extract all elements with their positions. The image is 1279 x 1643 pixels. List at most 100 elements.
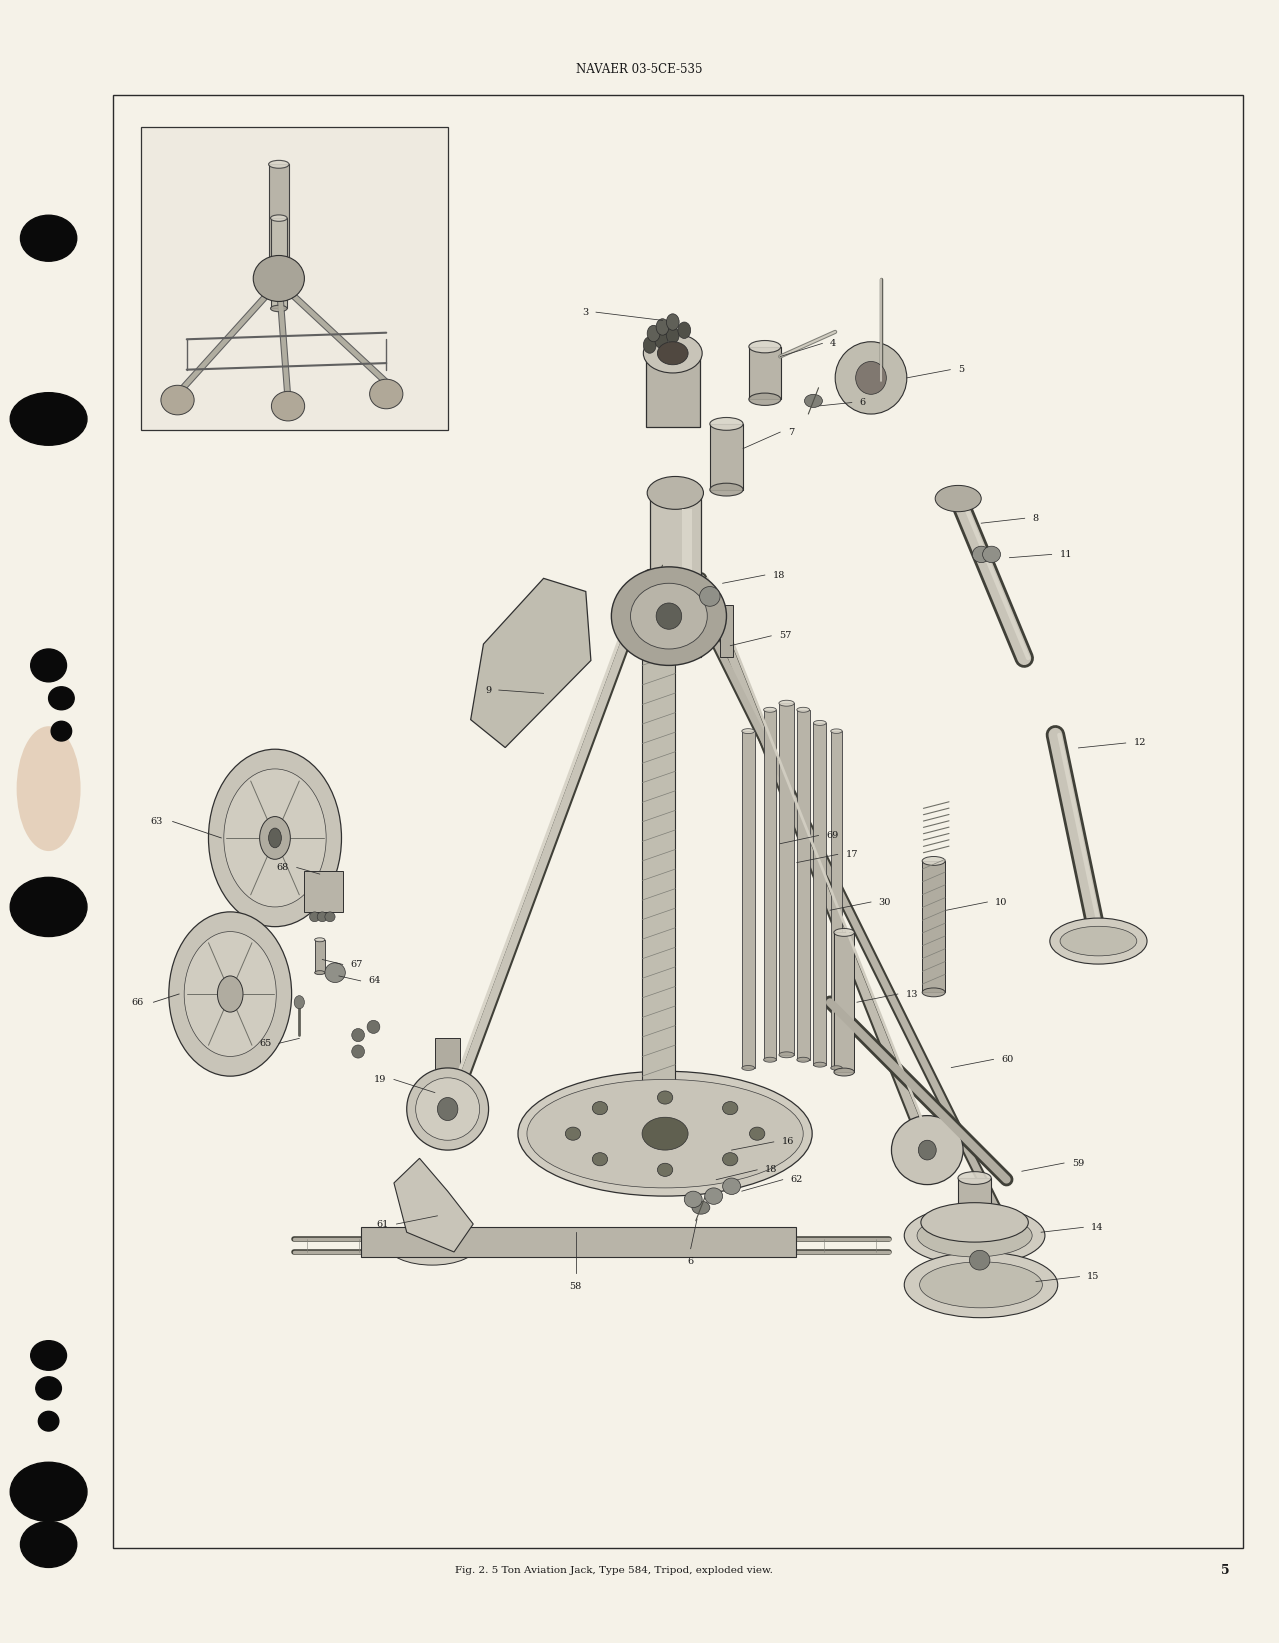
FancyBboxPatch shape [831,731,842,1068]
Ellipse shape [315,971,325,974]
Ellipse shape [657,1091,673,1104]
Ellipse shape [317,912,327,922]
Ellipse shape [370,380,403,409]
Text: 60: 60 [1001,1055,1013,1065]
Ellipse shape [315,938,325,941]
Text: Fig. 2. 5 Ton Aviation Jack, Type 584, Tripod, exploded view.: Fig. 2. 5 Ton Aviation Jack, Type 584, T… [455,1566,773,1576]
Ellipse shape [518,1071,812,1196]
FancyBboxPatch shape [813,723,826,1065]
Ellipse shape [49,687,74,710]
Ellipse shape [656,319,669,335]
Ellipse shape [764,706,776,713]
Text: 18: 18 [773,570,785,580]
Ellipse shape [407,1068,489,1150]
Text: 67: 67 [350,960,363,969]
FancyBboxPatch shape [315,940,325,973]
Ellipse shape [184,932,276,1056]
Ellipse shape [640,636,678,662]
FancyBboxPatch shape [779,703,794,1055]
Ellipse shape [779,700,794,706]
Text: 5: 5 [1221,1564,1229,1577]
Ellipse shape [51,721,72,741]
Ellipse shape [657,1163,673,1176]
Ellipse shape [813,720,826,726]
Ellipse shape [269,268,289,274]
Ellipse shape [710,417,743,430]
Ellipse shape [656,603,682,629]
Text: 5: 5 [958,365,964,375]
Ellipse shape [834,928,854,937]
Ellipse shape [294,996,304,1009]
Text: 18: 18 [765,1165,778,1175]
Ellipse shape [10,1462,87,1521]
Ellipse shape [269,161,289,168]
Ellipse shape [611,567,726,665]
Ellipse shape [749,1127,765,1140]
Ellipse shape [655,332,668,348]
Ellipse shape [325,912,335,922]
Text: 7: 7 [788,427,794,437]
FancyBboxPatch shape [834,932,854,1071]
FancyBboxPatch shape [742,731,755,1068]
Ellipse shape [920,1262,1042,1308]
Text: 30: 30 [879,897,891,907]
Text: 57: 57 [779,631,792,641]
Text: 6: 6 [688,1257,693,1267]
FancyBboxPatch shape [748,347,780,399]
Text: 65: 65 [258,1038,271,1048]
Ellipse shape [31,1341,67,1370]
Ellipse shape [643,334,702,373]
Ellipse shape [917,1214,1032,1257]
FancyBboxPatch shape [141,127,448,430]
Ellipse shape [352,1029,365,1042]
Ellipse shape [647,325,660,342]
FancyBboxPatch shape [720,605,733,657]
Ellipse shape [666,327,679,343]
Ellipse shape [969,1250,990,1270]
Ellipse shape [705,1188,723,1204]
Ellipse shape [723,1153,738,1167]
Ellipse shape [982,545,1000,562]
Text: 15: 15 [1087,1272,1100,1282]
Ellipse shape [831,729,842,733]
FancyBboxPatch shape [710,424,743,490]
Text: 13: 13 [906,989,918,999]
Text: 3: 3 [582,307,588,317]
Ellipse shape [643,337,656,353]
Polygon shape [471,578,591,748]
Ellipse shape [416,1078,480,1140]
Ellipse shape [367,1020,380,1033]
Polygon shape [394,1158,473,1252]
Text: 68: 68 [276,863,289,872]
FancyBboxPatch shape [435,1038,460,1079]
Ellipse shape [834,1068,854,1076]
Text: 14: 14 [1091,1222,1104,1232]
Ellipse shape [700,587,720,606]
Text: 8: 8 [1032,514,1039,522]
Text: 59: 59 [1072,1158,1085,1168]
Ellipse shape [972,545,990,562]
Ellipse shape [804,394,822,407]
Text: 66: 66 [130,997,143,1007]
Ellipse shape [648,572,666,585]
Ellipse shape [813,1061,826,1068]
Ellipse shape [891,1116,963,1185]
Ellipse shape [710,483,743,496]
Ellipse shape [922,856,945,866]
Ellipse shape [797,1058,810,1063]
Ellipse shape [1050,918,1147,964]
Text: 69: 69 [826,831,839,840]
Ellipse shape [592,1101,608,1114]
Text: 19: 19 [373,1075,386,1084]
FancyBboxPatch shape [646,353,700,427]
Text: NAVAER 03-5CE-535: NAVAER 03-5CE-535 [577,62,702,76]
Ellipse shape [20,1521,77,1567]
Ellipse shape [527,1079,803,1188]
Ellipse shape [723,1178,741,1194]
Ellipse shape [631,583,707,649]
Text: 10: 10 [995,897,1008,907]
Ellipse shape [20,215,77,261]
Text: 62: 62 [790,1175,803,1185]
Text: 4: 4 [830,338,836,348]
Text: 11: 11 [1059,550,1072,559]
